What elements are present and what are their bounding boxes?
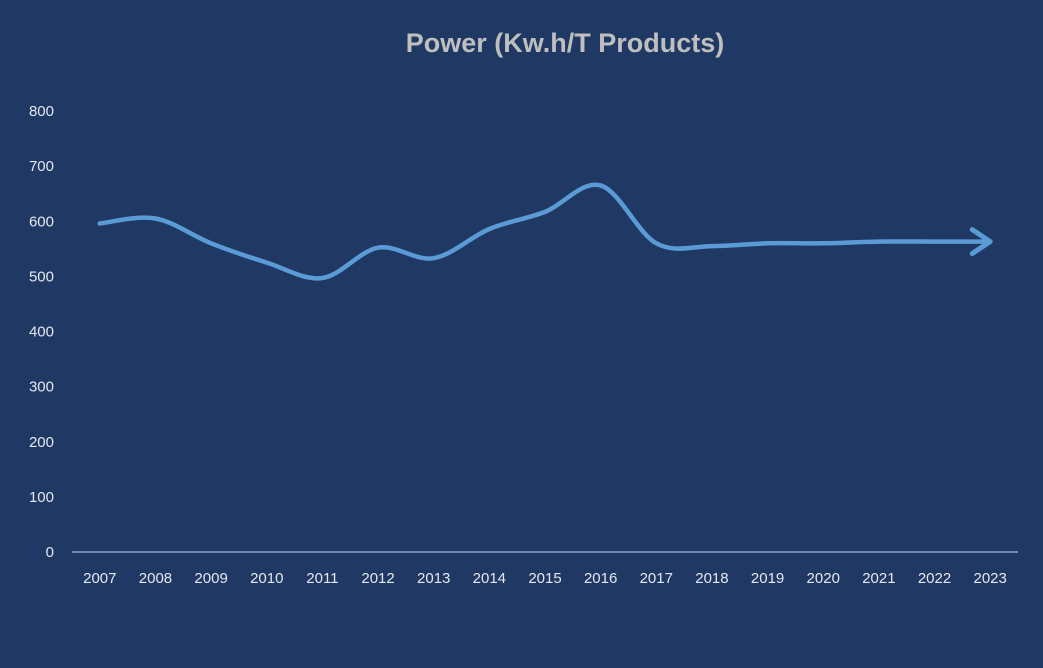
x-tick-label: 2014 (473, 570, 506, 587)
x-tick-label: 2016 (584, 570, 617, 587)
y-axis-ticks: 0 100 200 300 400 500 600 700 800 (29, 103, 54, 561)
y-tick-label: 400 (29, 324, 54, 341)
chart-title: Power (Kw.h/T Products) (405, 28, 725, 58)
x-tick-label: 2013 (417, 570, 450, 587)
x-tick-label: 2009 (194, 570, 227, 587)
y-tick-label: 300 (29, 379, 54, 396)
x-tick-label: 2011 (306, 570, 338, 587)
x-tick-label: 2007 (83, 570, 116, 587)
x-tick-label: 2023 (973, 570, 1006, 587)
x-axis-ticks: 2007 2008 2009 2010 2011 2012 2013 2014 2015 2016… (83, 570, 1007, 587)
y-tick-label: 700 (29, 158, 54, 175)
y-tick-label: 200 (29, 434, 54, 451)
y-tick-label: 500 (29, 268, 54, 285)
y-tick-label: 800 (29, 103, 54, 120)
x-tick-label: 2019 (751, 570, 784, 587)
x-tick-label: 2020 (807, 570, 840, 587)
y-tick-label: 0 (46, 544, 54, 561)
y-tick-label: 100 (29, 489, 54, 506)
x-tick-label: 2018 (695, 570, 728, 587)
y-tick-label: 600 (29, 213, 54, 230)
x-tick-label: 2017 (640, 570, 673, 587)
series-line (97, 182, 993, 281)
x-tick-label: 2022 (918, 570, 951, 587)
x-tick-label: 2012 (361, 570, 394, 587)
x-tick-label: 2010 (250, 570, 283, 587)
x-tick-label: 2008 (139, 570, 172, 587)
x-tick-label: 2021 (862, 570, 895, 587)
x-tick-label: 2015 (528, 570, 561, 587)
